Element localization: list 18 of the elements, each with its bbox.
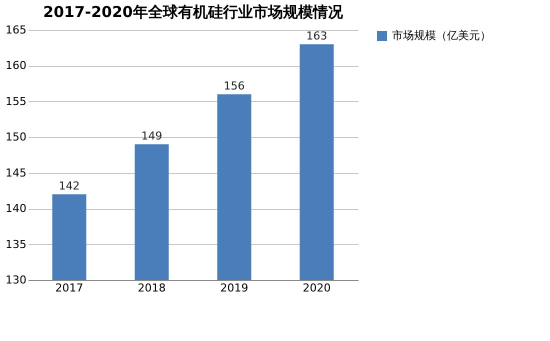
- y-tick-label: 165: [6, 24, 26, 36]
- data-label: 163: [306, 29, 328, 42]
- y-tick-label: 150: [6, 130, 26, 144]
- x-tick-label: 2018: [138, 282, 166, 294]
- y-tick-label: 130: [6, 274, 26, 286]
- data-label: 156: [224, 79, 245, 92]
- data-label: 149: [141, 129, 162, 142]
- x-tick-label: 2019: [220, 282, 248, 294]
- y-tick-label: 140: [6, 202, 26, 216]
- chart-title: 2017-2020年全球有机硅行业市场规模情况: [43, 3, 344, 21]
- y-tick-label: 155: [6, 94, 26, 108]
- data-label: 142: [58, 179, 80, 192]
- x-tick-label: 2017: [55, 282, 84, 294]
- y-tick-label: 160: [6, 59, 26, 72]
- legend-label: 市场规模（亿美元）: [392, 29, 491, 42]
- x-tick-label: 2020: [302, 282, 331, 294]
- y-tick-label: 135: [6, 238, 26, 251]
- y-tick-label: 145: [6, 166, 26, 180]
